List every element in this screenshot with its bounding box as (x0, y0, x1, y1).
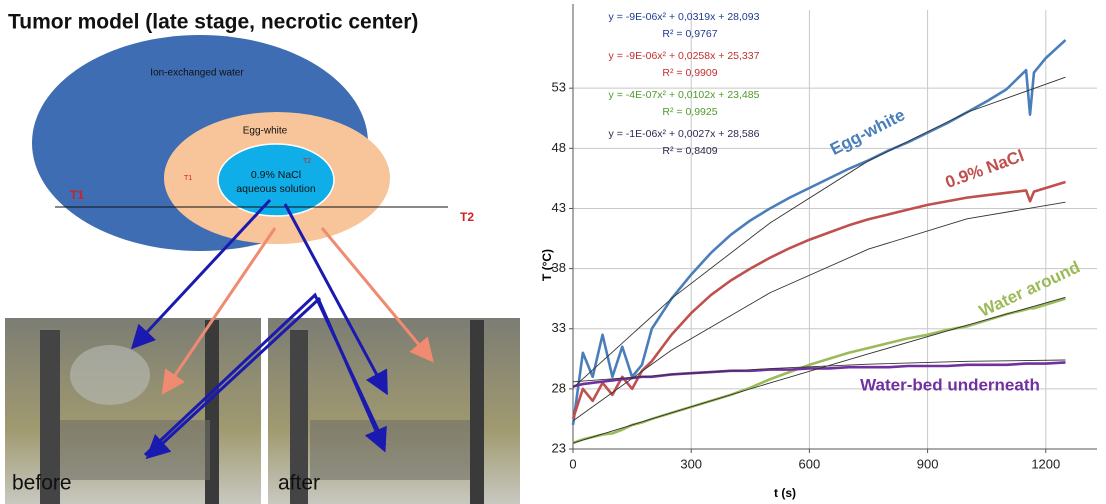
y-tick-label: 23 (552, 440, 566, 455)
y-tick-label: 53 (552, 80, 566, 95)
series-label: Water-bed underneath (860, 375, 1040, 394)
photo-label: after (278, 472, 320, 495)
y-tick-label: 38 (552, 260, 566, 275)
y-axis-label: T (°C) (540, 249, 554, 281)
trend-line (572, 296, 1066, 444)
r-squared: R² = 0,9767 (662, 28, 717, 40)
x-tick-label: 900 (917, 456, 939, 471)
title: Tumor model (late stage, necrotic center… (8, 11, 418, 34)
x-tick-label: 600 (799, 456, 821, 471)
inner-region (217, 143, 335, 217)
probe-label: T1 (184, 175, 192, 182)
r-squared: R² = 0,9925 (662, 106, 717, 118)
photo-after (268, 318, 520, 504)
y-tick-label: 43 (552, 200, 566, 215)
equation: y = -4E-07x² + 0,0102x + 23,485 (609, 89, 760, 101)
region-label: Egg-white (243, 126, 288, 137)
equation: y = -9E-06x² + 0,0258x + 25,337 (609, 50, 760, 62)
region-label: 0.9% NaCl (251, 169, 301, 181)
y-tick-label: 48 (552, 140, 566, 155)
photo-label: before (12, 472, 72, 495)
trend-line (572, 201, 1066, 422)
data-line (572, 361, 1066, 388)
data-line (571, 39, 1067, 426)
x-tick-label: 300 (680, 456, 702, 471)
equation: y = -1E-06x² + 0,0027x + 28,586 (609, 128, 760, 140)
y-tick-label: 33 (552, 320, 566, 335)
x-tick-label: 1200 (1031, 456, 1060, 471)
r-squared: R² = 0,9909 (662, 67, 717, 79)
trend-line (572, 359, 1066, 383)
y-tick-label: 28 (552, 380, 566, 395)
arrows (130, 198, 434, 460)
x-axis-label: t (s) (774, 486, 796, 500)
region-label: aqueous solution (236, 183, 316, 195)
probe-end-label: T2 (460, 210, 474, 224)
r-squared: R² = 0,8409 (662, 145, 717, 157)
x-tick-label: 0 (569, 456, 576, 471)
region-label: Ion-exchanged water (150, 68, 244, 79)
trend-line (572, 76, 1066, 389)
probe-label: T2 (303, 158, 311, 165)
equation: y = -9E-06x² + 0,0319x + 28,093 (609, 11, 760, 23)
probe-end-label: T1 (70, 188, 84, 202)
